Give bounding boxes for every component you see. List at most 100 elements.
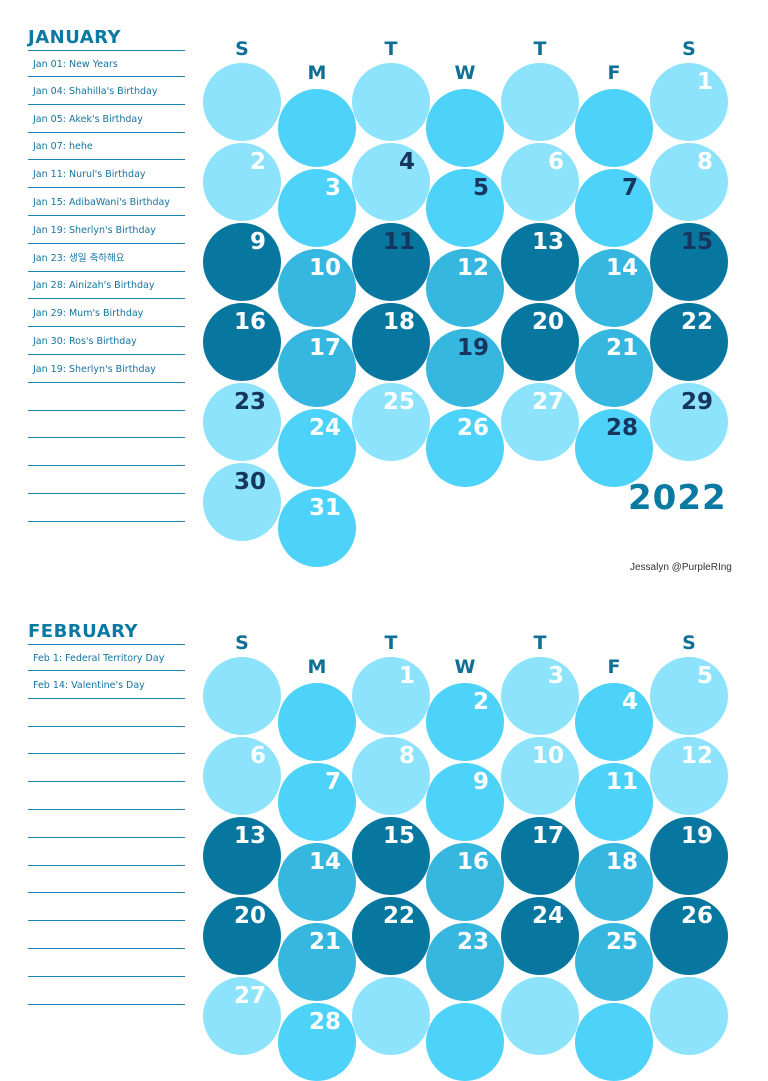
date-circle (278, 923, 356, 1001)
date-circle (278, 843, 356, 921)
date-circle (575, 683, 653, 761)
weekday-header: F (607, 62, 621, 84)
date-circle (203, 303, 281, 381)
event-item: Jan 19: Sherlyn's Birthday (28, 356, 185, 383)
event-item: Jan 15: AdibaWani's Birthday (28, 189, 185, 216)
date-circle (501, 657, 579, 735)
date-circle (203, 223, 281, 301)
date-number: 22 (382, 903, 415, 929)
date-circle (426, 1003, 504, 1081)
date-number: 14 (605, 255, 638, 281)
date-number: 24 (531, 903, 564, 929)
credit-text: Jessalyn @PurpleRIng (630, 562, 732, 573)
date-circle (501, 897, 579, 975)
date-circle (278, 329, 356, 407)
event-item: Jan 01: New Years (28, 50, 185, 77)
weekday-header: T (384, 38, 398, 60)
date-number: 6 (547, 149, 564, 175)
event-item: Jan 23: 생일 축하해요 (28, 245, 185, 272)
date-number: 18 (382, 309, 415, 335)
event-item: Jan 30: Ros's Birthday (28, 328, 185, 355)
date-circle (501, 303, 579, 381)
date-number: 7 (324, 769, 341, 795)
date-circle (501, 737, 579, 815)
january-calendar: JANUARY Jan 01: New Years Jan 04: Shahill… (28, 27, 732, 573)
date-number: 1 (398, 663, 415, 689)
date-circle (203, 737, 281, 815)
date-circle (426, 249, 504, 327)
blank-event-line (28, 727, 185, 755)
date-number: 17 (531, 823, 564, 849)
date-number: 5 (472, 175, 489, 201)
weekday-header: T (533, 38, 547, 60)
date-circle (278, 169, 356, 247)
weekday-header: S (682, 38, 696, 60)
date-number: 10 (308, 255, 341, 281)
date-number: 14 (308, 849, 341, 875)
date-number: 5 (696, 663, 713, 689)
date-circle (203, 817, 281, 895)
date-circle (203, 63, 281, 141)
blank-event-line (28, 811, 185, 838)
date-number: 15 (382, 823, 415, 849)
date-circle (575, 409, 653, 487)
date-number: 3 (547, 663, 564, 689)
date-circle (501, 977, 579, 1055)
blank-event-line (28, 866, 185, 894)
date-circle (575, 329, 653, 407)
event-item: Feb 14: Valentine's Day (28, 672, 185, 699)
date-circle (650, 977, 728, 1055)
date-number: 25 (605, 929, 638, 955)
date-number: 24 (308, 415, 341, 441)
blank-event-line (28, 783, 185, 810)
date-number: 21 (308, 929, 341, 955)
date-circle (501, 383, 579, 461)
weekday-header: M (307, 656, 327, 678)
date-circle (352, 897, 430, 975)
date-circle (650, 737, 728, 815)
date-circle (426, 409, 504, 487)
date-number: 29 (680, 389, 713, 415)
date-number: 8 (398, 743, 415, 769)
date-number: 30 (233, 469, 266, 495)
date-circle (650, 63, 728, 141)
date-circle (426, 169, 504, 247)
date-circle (575, 763, 653, 841)
date-circle (278, 683, 356, 761)
date-number: 23 (233, 389, 266, 415)
february-calendar: FEBRUARY Feb 1: Federal Territory Day Feb… (0, 594, 768, 1081)
date-circle (278, 763, 356, 841)
event-item: Jan 11: Nurul's Birthday (28, 161, 185, 189)
date-circle (203, 897, 281, 975)
blank-event-line (28, 411, 185, 439)
date-circle (352, 383, 430, 461)
year-label: 2022 (628, 478, 727, 518)
date-number: 9 (472, 769, 489, 795)
date-number: 3 (324, 175, 341, 201)
weekday-header: T (533, 632, 547, 654)
date-circle (278, 489, 356, 567)
date-number: 13 (531, 229, 564, 255)
date-number: 13 (233, 823, 266, 849)
weekday-header: S (235, 38, 249, 60)
month-title: JANUARY (28, 27, 122, 48)
month-title: FEBRUARY (28, 621, 139, 642)
date-circle (426, 923, 504, 1001)
weekday-header: F (607, 656, 621, 678)
date-circle (575, 1003, 653, 1081)
date-number: 23 (456, 929, 489, 955)
blank-event-line (28, 978, 185, 1005)
date-number: 16 (456, 849, 489, 875)
blank-event-line (28, 700, 185, 727)
date-number: 15 (680, 229, 713, 255)
weekday-header: W (454, 656, 476, 678)
date-circle (352, 223, 430, 301)
date-circle (203, 463, 281, 541)
date-number: 28 (605, 415, 638, 441)
date-circle (426, 763, 504, 841)
weekday-header: S (235, 632, 249, 654)
date-number: 2 (249, 149, 266, 175)
event-item: Feb 1: Federal Territory Day (28, 644, 185, 671)
event-item: Jan 19: Sherlyn's Birthday (28, 217, 185, 244)
date-number: 12 (680, 743, 713, 769)
